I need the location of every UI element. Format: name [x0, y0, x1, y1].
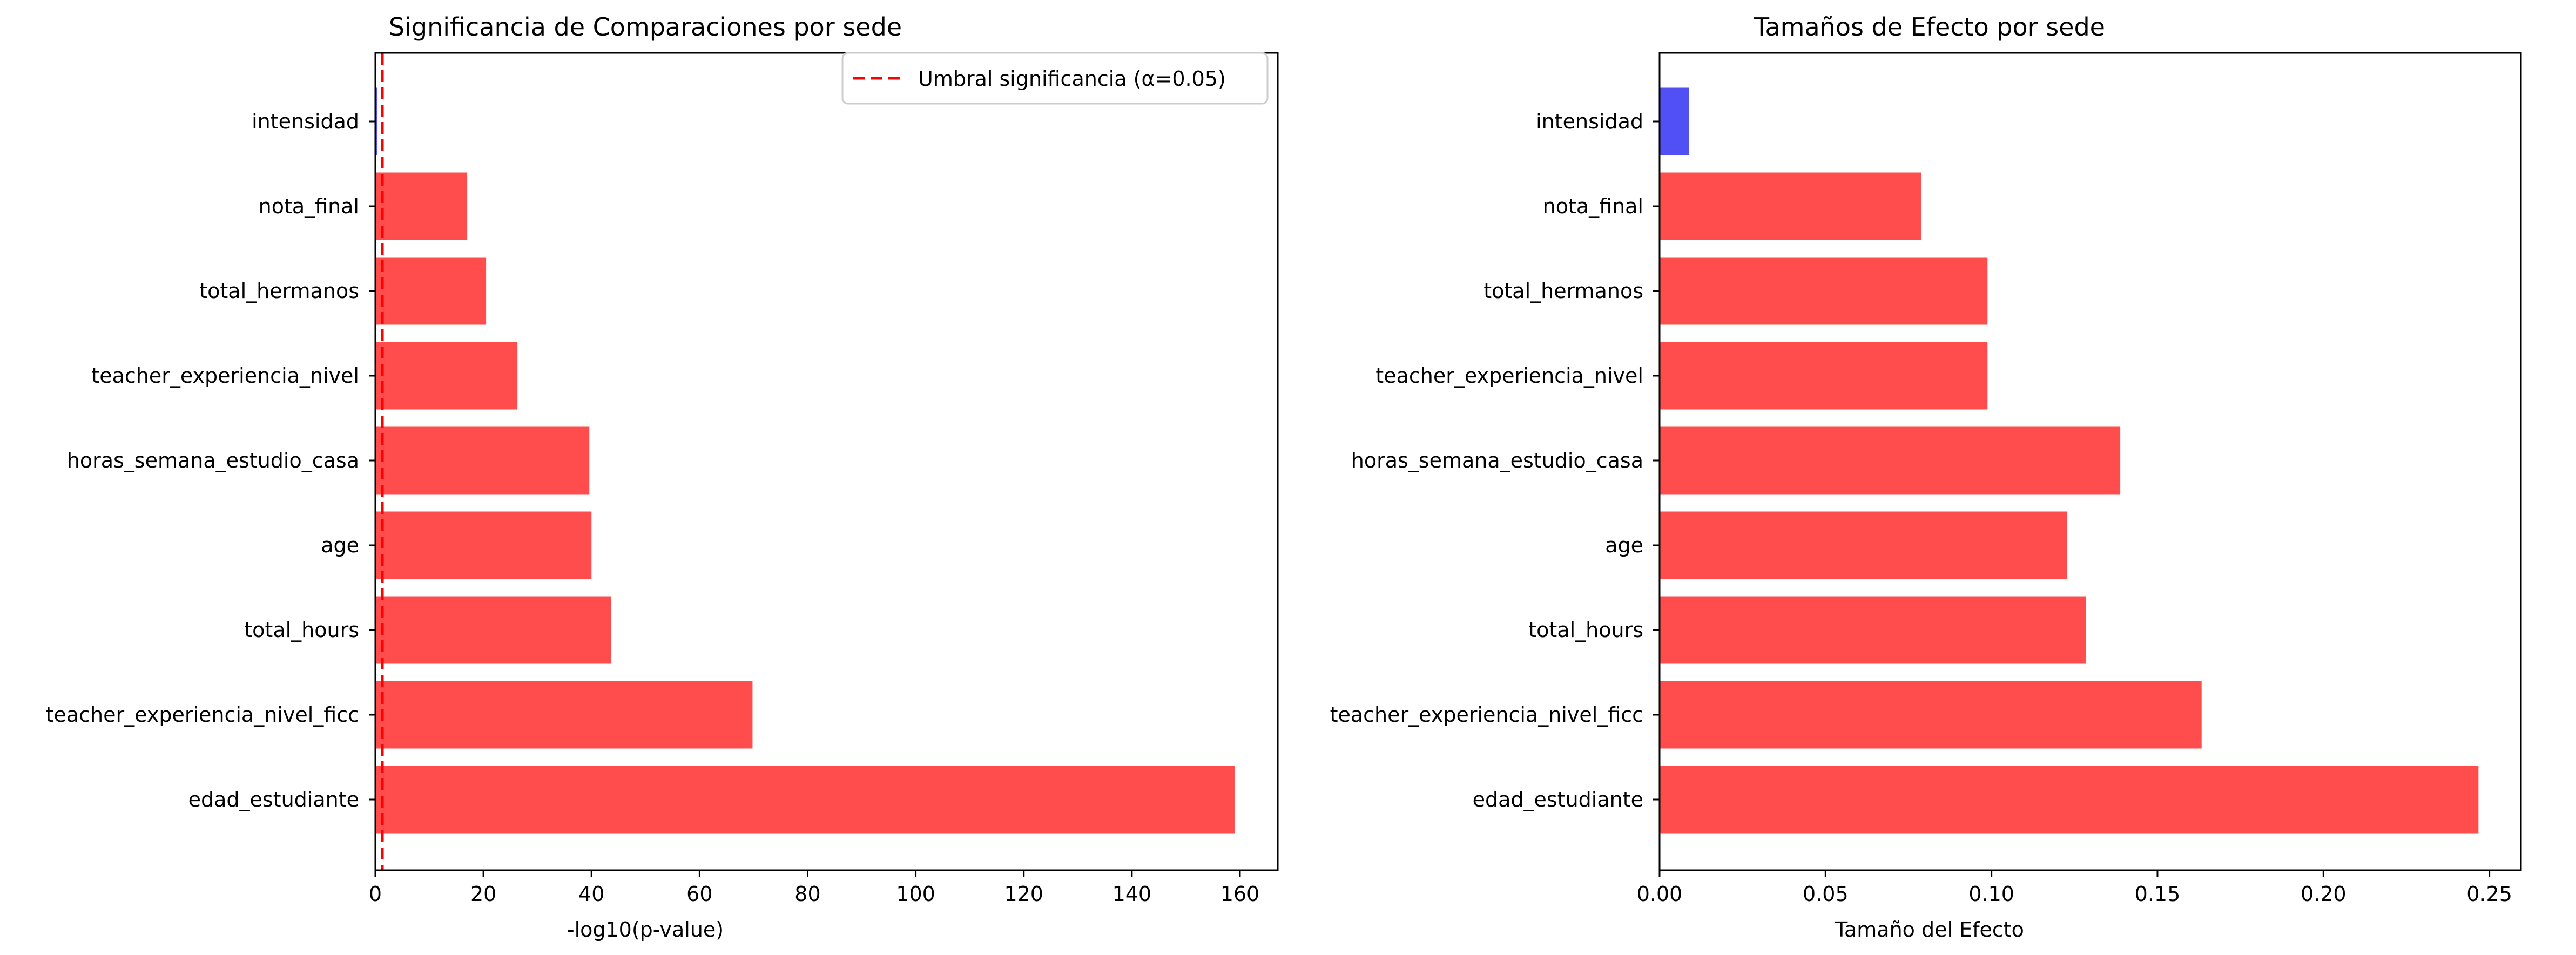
- significance-bar-total_hermanos: [375, 257, 487, 325]
- effect-size-bar-teacher_experiencia_nivel: [1660, 342, 1988, 410]
- effect-size-bar-total_hermanos: [1660, 257, 1988, 325]
- effect-size-x-tick-label: 0.15: [2135, 882, 2181, 906]
- significance-category-label-horas_semana_estudio_casa: horas_semana_estudio_casa: [67, 449, 359, 472]
- significance-category-label-teacher_experiencia_nivel_ficc: teacher_experiencia_nivel_ficc: [46, 703, 359, 727]
- legend-threshold-label: Umbral significancia (α=0.05): [918, 67, 1226, 91]
- effect-size-category-label-teacher_experiencia_nivel_ficc: teacher_experiencia_nivel_ficc: [1330, 703, 1643, 727]
- significance-legend: Umbral significancia (α=0.05): [841, 52, 1269, 105]
- significance-category-label-total_hermanos: total_hermanos: [199, 279, 359, 303]
- effect-size-category-label-total_hermanos: total_hermanos: [1483, 279, 1643, 303]
- significance-category-label-age: age: [321, 533, 359, 557]
- significance-x-ticks: 0 20 40 60 80 100 120 140 160: [369, 870, 1259, 906]
- significance-bar-teacher_experiencia_nivel: [375, 342, 518, 410]
- effect-size-chart-title: Tamaños de Efecto por sede: [1754, 12, 2105, 42]
- significance-panel: Significancia de Comparaciones por sede …: [46, 12, 1279, 942]
- effect-size-bar-teacher_experiencia_nivel_ficc: [1660, 681, 2202, 749]
- legend-box: [841, 52, 1269, 105]
- significance-axes-frame: [374, 52, 1279, 871]
- significance-bar-age: [375, 511, 592, 579]
- effect-size-bar-nota_final: [1660, 172, 1921, 240]
- significance-bars: [375, 87, 1235, 834]
- effect-size-bar-intensidad: [1660, 87, 1689, 155]
- significance-category-label-teacher_experiencia_nivel: teacher_experiencia_nivel: [91, 364, 359, 388]
- effect-size-bar-horas_semana_estudio_casa: [1660, 426, 2121, 495]
- significance-bar-horas_semana_estudio_casa: [375, 426, 590, 495]
- effect-size-bar-edad_estudiante: [1660, 766, 2479, 834]
- effect-size-category-label-horas_semana_estudio_casa: horas_semana_estudio_casa: [1351, 449, 1643, 472]
- effect-size-category-labels: intensidad nota_final total_hermanosteache…: [1330, 110, 1660, 811]
- effect-size-panel: Tamaños de Efecto por sede Tamaño del Ef…: [1330, 12, 2522, 942]
- significance-category-label-total_hours: total_hours: [244, 618, 359, 642]
- significance-chart-title: Significancia de Comparaciones por sede: [389, 12, 902, 42]
- effect-size-x-tick-label: 0.10: [1968, 882, 2014, 906]
- effect-size-axes-frame: [1658, 52, 2522, 871]
- effect-size-category-label-total_hours: total_hours: [1528, 618, 1643, 642]
- effect-size-x-tick-label: 0.20: [2301, 882, 2346, 906]
- effect-size-category-label-nota_final: nota_final: [1543, 194, 1643, 218]
- significance-bar-total_hours: [375, 596, 611, 664]
- effect-size-x-tick-label: 0.05: [1803, 882, 1849, 906]
- significance-category-label-nota_final: nota_final: [259, 194, 359, 218]
- effect-size-bar-age: [1660, 511, 2067, 579]
- effect-size-category-label-intensidad: intensidad: [1536, 110, 1643, 133]
- effect-size-x-tick-label: 0.25: [2466, 882, 2512, 906]
- significance-bar-nota_final: [375, 172, 468, 240]
- significance-x-tick-label: 160: [1220, 882, 1260, 906]
- effect-size-bars: [1660, 87, 2479, 834]
- significance-category-labels: intensidad nota_final total_hermanosteache…: [46, 110, 375, 811]
- effect-size-x-tick-label: 0.00: [1637, 882, 1683, 906]
- significance-category-label-edad_estudiante: edad_estudiante: [188, 788, 359, 811]
- significance-x-tick-label: 120: [1004, 882, 1043, 906]
- significance-bar-teacher_experiencia_nivel_ficc: [375, 681, 753, 749]
- significance-x-tick-label: 40: [578, 882, 604, 906]
- effect-size-category-label-age: age: [1605, 533, 1643, 557]
- significance-bar-intensidad: [375, 87, 377, 155]
- significance-bar-edad_estudiante: [375, 766, 1235, 834]
- significance-x-tick-label: 100: [896, 882, 935, 906]
- significance-x-tick-label: 80: [794, 882, 820, 906]
- significance-x-tick-label: 20: [470, 882, 496, 906]
- significance-x-axis-label: -log10(p-value): [567, 918, 724, 942]
- effect-size-category-label-teacher_experiencia_nivel: teacher_experiencia_nivel: [1375, 364, 1643, 388]
- effect-size-bar-total_hours: [1660, 596, 2086, 664]
- effect-size-x-axis-label: Tamaño del Efecto: [1835, 918, 2024, 942]
- significance-x-tick-label: 0: [369, 882, 382, 906]
- significance-x-tick-label: 140: [1112, 882, 1152, 906]
- effect-size-x-ticks: 0.00 0.05 0.10 0.15 0.20 0.25: [1637, 870, 2512, 906]
- significance-category-label-intensidad: intensidad: [252, 110, 359, 133]
- effect-size-category-label-edad_estudiante: edad_estudiante: [1473, 788, 1643, 811]
- significance-x-tick-label: 60: [686, 882, 712, 906]
